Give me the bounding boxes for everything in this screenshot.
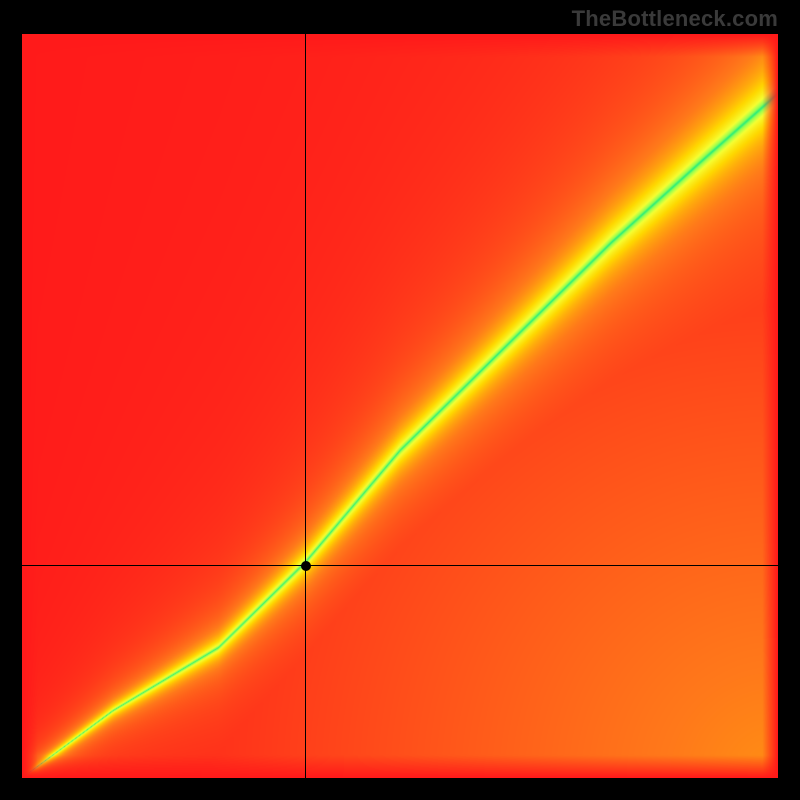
heatmap-canvas xyxy=(22,34,778,778)
heatmap-plot xyxy=(22,34,778,778)
watermark-text: TheBottleneck.com xyxy=(572,6,778,32)
page-root: TheBottleneck.com xyxy=(0,0,800,800)
